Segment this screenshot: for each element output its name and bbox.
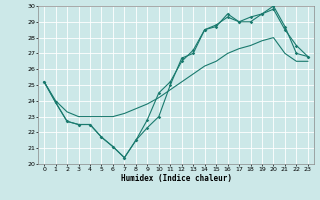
X-axis label: Humidex (Indice chaleur): Humidex (Indice chaleur) bbox=[121, 174, 231, 183]
